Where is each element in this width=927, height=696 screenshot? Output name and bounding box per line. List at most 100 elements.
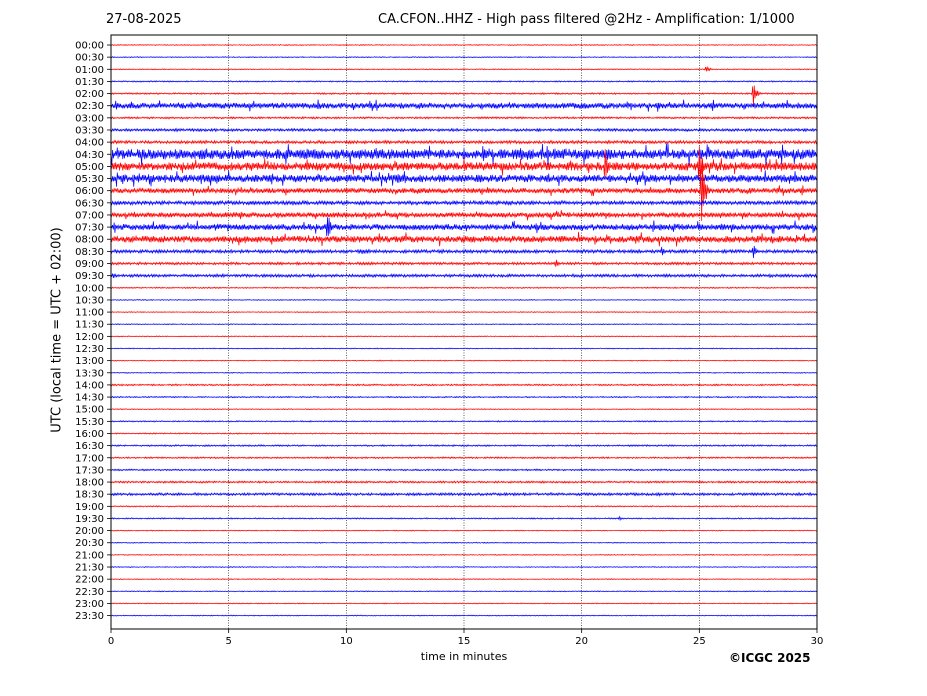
trace-line: [110, 432, 818, 435]
trace-line: [110, 383, 818, 387]
y-tick-label: 02:00: [75, 89, 104, 100]
trace-line: [110, 164, 818, 221]
copyright-notice: ©ICGC 2025: [729, 651, 811, 665]
y-tick-label: 15:00: [75, 405, 104, 416]
y-tick-label: 03:00: [75, 113, 104, 124]
trace-line: [110, 578, 818, 581]
trace-line: [110, 139, 818, 145]
trace-line: [110, 217, 818, 237]
y-tick-label: 09:30: [75, 271, 104, 282]
y-tick-label: 12:00: [75, 332, 104, 343]
y-tick-label: 21:00: [75, 550, 104, 561]
y-tick-label: 12:30: [75, 344, 104, 355]
y-tick-label: 09:00: [75, 259, 104, 270]
trace-line: [110, 456, 818, 460]
trace-line: [110, 420, 818, 423]
y-tick-label: 04:30: [75, 150, 104, 161]
trace-line: [110, 259, 818, 267]
y-tick-label: 01:30: [75, 77, 104, 88]
trace-line: [110, 323, 818, 326]
y-tick-label: 16:30: [75, 441, 104, 452]
trace-line: [110, 199, 818, 207]
y-tick-label: 10:30: [75, 295, 104, 306]
trace-line: [110, 359, 818, 362]
trace-line: [110, 541, 818, 544]
y-tick-label: 10:00: [75, 283, 104, 294]
trace-line: [110, 505, 818, 508]
trace-line: [110, 44, 818, 47]
trace-line: [110, 480, 818, 484]
x-tick-label: 15: [458, 636, 471, 647]
y-tick-label: 22:00: [75, 575, 104, 586]
y-tick-label: 23:00: [75, 599, 104, 610]
y-tick-label: 23:30: [75, 611, 104, 622]
plot-date: 27-08-2025: [106, 12, 182, 27]
y-tick-label: 21:30: [75, 563, 104, 574]
trace-line: [110, 515, 818, 522]
y-tick-label: 08:30: [75, 247, 104, 258]
y-tick-label: 20:30: [75, 538, 104, 549]
trace-line: [110, 408, 818, 411]
trace-line: [110, 491, 818, 497]
y-tick-label: 06:00: [75, 186, 104, 197]
y-tick-label: 19:30: [75, 514, 104, 525]
y-tick-label: 13:00: [75, 356, 104, 367]
trace-line: [110, 395, 818, 399]
y-tick-label: 07:30: [75, 223, 104, 234]
y-tick-label: 08:00: [75, 235, 104, 246]
trace-line: [110, 56, 818, 59]
y-tick-label: 01:00: [75, 65, 104, 76]
x-tick-label: 30: [811, 636, 824, 647]
trace-line: [110, 66, 818, 72]
trace-line: [110, 127, 818, 133]
trace-line: [110, 80, 818, 83]
trace-line: [110, 85, 818, 107]
y-tick-label: 03:30: [75, 125, 104, 136]
trace-line: [110, 170, 818, 187]
trace-line: [110, 272, 818, 279]
x-tick-label: 10: [340, 636, 353, 647]
trace-line: [110, 245, 818, 259]
x-tick-label: 20: [575, 636, 588, 647]
y-tick-label: 00:30: [75, 53, 104, 64]
x-tick-label: 25: [693, 636, 706, 647]
y-tick-label: 14:30: [75, 393, 104, 404]
trace-line: [110, 371, 818, 374]
y-tick-label: 20:00: [75, 526, 104, 537]
y-tick-label: 07:00: [75, 210, 104, 221]
trace-line: [110, 468, 818, 472]
trace-line: [110, 209, 818, 221]
y-tick-label: 16:00: [75, 429, 104, 440]
trace-line: [110, 116, 818, 120]
plot-title: CA.CFON..HHZ - High pass filtered @2Hz -…: [378, 12, 795, 27]
trace-line: [110, 444, 818, 448]
trace-line: [110, 99, 818, 112]
y-tick-label: 19:00: [75, 502, 104, 513]
trace-line: [110, 311, 818, 314]
y-tick-label: 17:00: [75, 453, 104, 464]
trace-line: [110, 590, 818, 593]
x-axis-label: time in minutes: [420, 650, 508, 663]
y-tick-label: 14:00: [75, 380, 104, 391]
trace-line: [110, 298, 818, 301]
y-tick-label: 13:30: [75, 368, 104, 379]
plot-frame: [110, 34, 818, 630]
y-tick-label: 05:30: [75, 174, 104, 185]
y-tick-label: 02:30: [75, 101, 104, 112]
trace-line: [110, 553, 818, 556]
y-tick-label: 17:30: [75, 465, 104, 476]
trace-line: [110, 529, 818, 532]
y-tick-label: 18:00: [75, 478, 104, 489]
y-tick-label: 06:30: [75, 198, 104, 209]
trace-line: [110, 565, 818, 569]
trace-line: [110, 614, 818, 617]
y-tick-label: 22:30: [75, 587, 104, 598]
trace-line: [110, 231, 818, 247]
y-tick-label: 15:30: [75, 417, 104, 428]
y-tick-label: 04:00: [75, 138, 104, 149]
y-tick-label: 11:30: [75, 320, 104, 331]
trace-line: [110, 602, 818, 605]
x-tick-label: 0: [108, 636, 114, 647]
trace-line: [110, 146, 818, 185]
